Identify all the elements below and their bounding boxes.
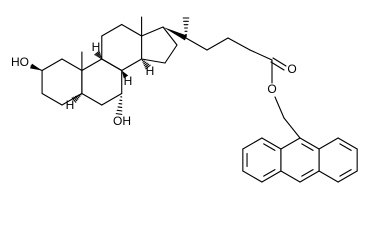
bond: [301, 169, 314, 177]
hashed-bond: [143, 62, 148, 67]
bond: [101, 23, 123, 37]
bond: [101, 58, 123, 72]
bond: [337, 170, 358, 183]
bond: [301, 143, 314, 151]
hashed-bond: [73, 96, 78, 102]
structure-diagram: HO H H H H OH O O: [0, 0, 377, 201]
bond: [185, 37, 208, 51]
hashed-bond: [97, 54, 102, 58]
bond: [242, 137, 263, 150]
wedge-bond: [121, 70, 129, 79]
hashed-bond: [95, 51, 101, 57]
bond: [339, 169, 352, 177]
bond: [61, 58, 83, 72]
hydrogen-label: H: [66, 98, 75, 112]
hashed-bond: [145, 64, 151, 70]
bond: [101, 92, 123, 106]
bond: [274, 96, 285, 119]
bond: [280, 137, 301, 150]
bond: [121, 58, 143, 72]
bond: [283, 117, 301, 139]
wedge-bond: [30, 63, 43, 71]
hydroxy-label: HO: [11, 55, 29, 69]
bond: [299, 170, 320, 183]
hydrogen-label: H: [92, 40, 101, 54]
hashed-bond: [74, 95, 79, 100]
bond: [81, 58, 103, 72]
hydroxy-label: OH: [113, 114, 131, 128]
bond: [299, 137, 320, 150]
bond: [249, 49, 273, 61]
bond: [162, 26, 178, 46]
bond: [337, 137, 358, 150]
hashed-bond: [143, 61, 147, 65]
hashed-bond: [141, 59, 144, 62]
hashed-bond: [100, 57, 102, 59]
wedge-bond: [163, 27, 188, 41]
bond: [263, 169, 276, 177]
bond: [242, 170, 263, 183]
bond: [141, 58, 166, 64]
bond: [121, 23, 143, 37]
hashed-bond: [144, 63, 150, 68]
bond: [164, 44, 178, 64]
bond: [280, 170, 301, 183]
bond: [318, 137, 339, 150]
oxygen-label: O: [287, 62, 296, 76]
hashed-bond: [78, 94, 81, 97]
bond: [318, 170, 339, 183]
bond: [263, 143, 276, 151]
hashed-bond: [96, 53, 101, 57]
hashed-bond: [115, 113, 123, 115]
hashed-bond: [142, 60, 146, 63]
bond: [261, 170, 282, 183]
bond: [339, 143, 352, 151]
hydrogen-label: H: [124, 74, 133, 88]
bond: [270, 61, 285, 71]
hydrogen-label: H: [146, 64, 155, 78]
hashed-bond: [116, 109, 123, 112]
bond: [206, 37, 229, 51]
hashed-bond: [71, 97, 77, 103]
hashed-bond: [79, 93, 82, 96]
hashed-bond: [98, 55, 102, 59]
bonds: [30, 16, 358, 183]
bond: [261, 137, 282, 150]
bond: [81, 92, 103, 106]
bond: [272, 57, 287, 67]
bond: [141, 26, 164, 37]
oxygen-label: O: [267, 82, 276, 96]
hashed-bond: [76, 95, 80, 99]
background: [0, 0, 377, 201]
bond: [41, 58, 63, 72]
hashed-bond: [94, 50, 100, 56]
bond: [41, 92, 63, 106]
bond: [227, 37, 251, 51]
